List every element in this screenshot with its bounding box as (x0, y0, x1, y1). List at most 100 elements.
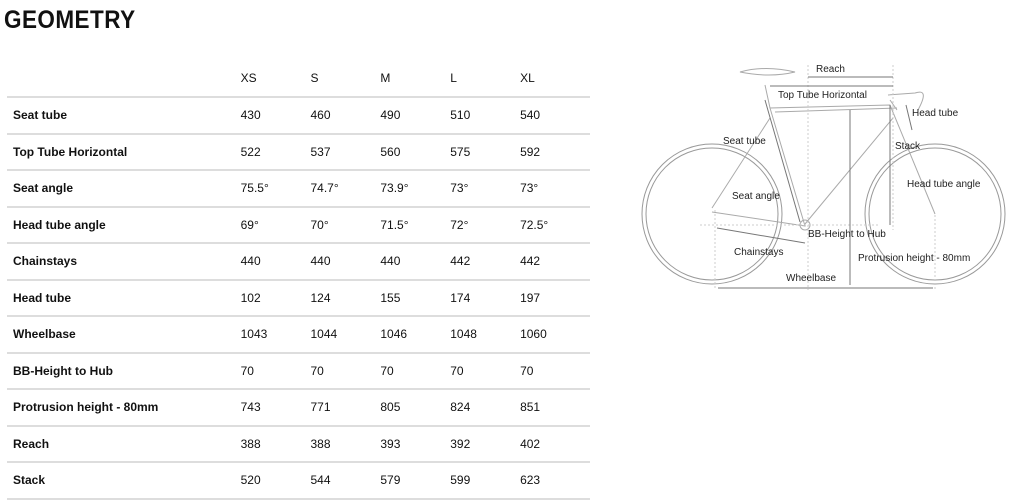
frame (711, 68, 936, 231)
table-row: Head tube 102 124 155 174 197 (7, 279, 590, 317)
cell-value: 1048 (450, 316, 521, 354)
cell-value: 75.5° (240, 170, 311, 208)
cell-value: 805 (380, 389, 451, 427)
cell-value: 510 (450, 97, 521, 135)
row-label: Top Tube Horizontal (7, 133, 241, 171)
table-row: Chainstays 440 440 440 442 442 (7, 243, 590, 281)
table-row: Wheelbase 1043 1044 1046 1048 1060 (7, 316, 590, 354)
label-top-tube: Top Tube Horizontal (778, 90, 867, 101)
cell-value: 392 (450, 425, 521, 463)
table-row: Seat tube 430 460 490 510 540 (7, 97, 590, 135)
size-header: L (450, 60, 521, 98)
label-seat-tube: Seat tube (723, 136, 766, 147)
cell-value: 442 (520, 243, 590, 281)
cell-value: 124 (310, 279, 381, 317)
cell-value: 560 (380, 133, 451, 171)
label-head-tube-angle: Head tube angle (907, 179, 981, 190)
cell-value: 579 (380, 462, 451, 500)
cell-value: 402 (520, 425, 590, 463)
row-label: Seat tube (7, 97, 241, 135)
label-protrusion: Protrusion height - 80mm (858, 253, 970, 264)
table-row: Seat angle 75.5° 74.7° 73.9° 73° 73° (7, 170, 590, 208)
row-label: Head tube angle (7, 206, 241, 244)
label-stack: Stack (895, 141, 921, 152)
table-row: Head tube angle 69° 70° 71.5° 72° 72.5° (7, 206, 590, 244)
cell-value: 1046 (380, 316, 451, 354)
cell-value: 70° (310, 206, 381, 244)
cell-value: 440 (240, 243, 311, 281)
cell-value: 197 (520, 279, 590, 317)
size-header: XS (240, 60, 311, 98)
row-label: Stack (7, 462, 241, 500)
cell-value: 70 (520, 352, 590, 390)
cell-value: 440 (380, 243, 451, 281)
cell-value: 73.9° (380, 170, 451, 208)
cell-value: 69° (240, 206, 311, 244)
row-label: Seat angle (7, 170, 241, 208)
table-row: Reach 388 388 393 392 402 (7, 425, 590, 463)
row-label: Reach (7, 425, 241, 463)
label-reach: Reach (816, 64, 845, 75)
size-header: M (380, 60, 451, 98)
row-label: Head tube (7, 279, 241, 317)
page-title: GEOMETRY (4, 6, 136, 34)
cell-value: 544 (310, 462, 381, 500)
row-label: Protrusion height - 80mm (7, 389, 241, 427)
cell-value: 393 (380, 425, 451, 463)
cell-value: 520 (240, 462, 311, 500)
cell-value: 540 (520, 97, 590, 135)
cell-value: 1043 (240, 316, 311, 354)
label-head-tube: Head tube (912, 108, 959, 119)
cell-value: 575 (450, 133, 521, 171)
label-wheelbase: Wheelbase (786, 273, 836, 284)
cell-value: 72.5° (520, 206, 590, 244)
row-label: Wheelbase (7, 316, 241, 354)
cell-value: 155 (380, 279, 451, 317)
label-bb-height: BB-Height to Hub (808, 229, 886, 240)
cell-value: 74.7° (310, 170, 381, 208)
size-header: S (310, 60, 381, 98)
size-header: XL (520, 60, 590, 98)
cell-value: 388 (310, 425, 381, 463)
cell-value: 70 (450, 352, 521, 390)
cell-value: 851 (520, 389, 590, 427)
cell-value: 388 (240, 425, 311, 463)
cell-value: 71.5° (380, 206, 451, 244)
cell-value: 1060 (520, 316, 590, 354)
cell-value: 174 (450, 279, 521, 317)
cell-value: 430 (240, 97, 311, 135)
cell-value: 592 (520, 133, 590, 171)
cell-value: 440 (310, 243, 381, 281)
row-label: BB-Height to Hub (7, 352, 241, 390)
cell-value: 522 (240, 133, 311, 171)
cell-value: 102 (240, 279, 311, 317)
row-label: Chainstays (7, 243, 241, 281)
cell-value: 824 (450, 389, 521, 427)
cell-value: 442 (450, 243, 521, 281)
table-row: Top Tube Horizontal 522 537 560 575 592 (7, 133, 590, 171)
cell-value: 743 (240, 389, 311, 427)
cell-value: 73° (520, 170, 590, 208)
cell-value: 73° (450, 170, 521, 208)
guide-lines (700, 65, 936, 290)
cell-value: 72° (450, 206, 521, 244)
table-row: Stack 520 544 579 599 623 (7, 462, 590, 500)
cell-value: 771 (310, 389, 381, 427)
cell-value: 1044 (310, 316, 381, 354)
cell-value: 460 (310, 97, 381, 135)
cell-value: 599 (450, 462, 521, 500)
geometry-table: XS S M L XL Seat tube 430 460 490 510 540 Top … (7, 60, 590, 500)
cell-value: 70 (380, 352, 451, 390)
rear-wheel (641, 143, 783, 285)
header-row: XS S M L XL (7, 60, 590, 98)
dimension-arrows (716, 76, 933, 289)
label-chainstays: Chainstays (734, 247, 783, 258)
cell-value: 623 (520, 462, 590, 500)
cell-value: 537 (310, 133, 381, 171)
table-row: BB-Height to Hub 70 70 70 70 70 (7, 352, 590, 390)
cell-value: 70 (240, 352, 311, 390)
cell-value: 490 (380, 97, 451, 135)
label-seat-angle: Seat angle (732, 191, 780, 202)
cell-value: 70 (310, 352, 381, 390)
